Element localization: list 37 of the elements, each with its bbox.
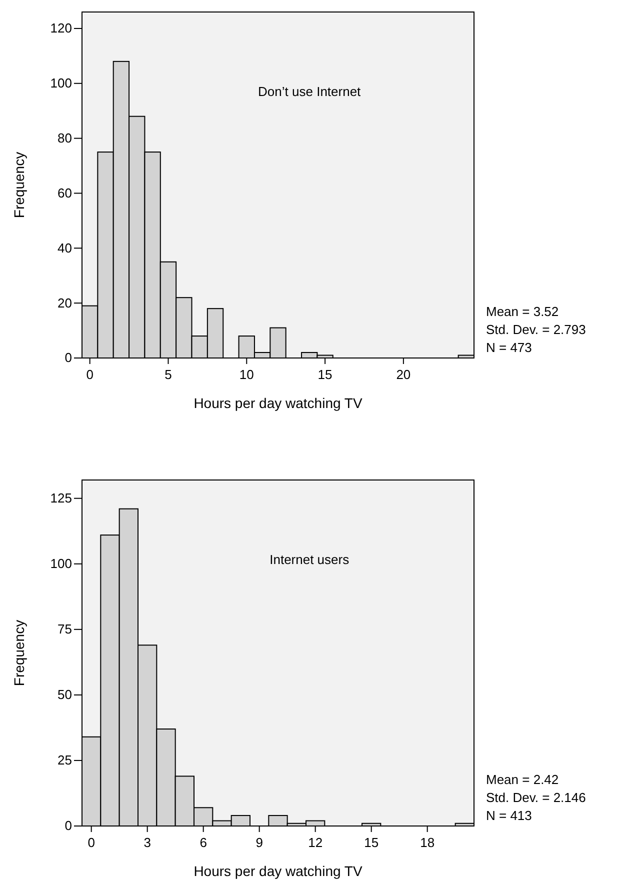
y-tick-label: 125 bbox=[50, 490, 72, 506]
y-tick-label: 50 bbox=[58, 687, 72, 702]
text: Mean = 3.52 bbox=[486, 304, 559, 319]
x-tick-label: 12 bbox=[308, 835, 323, 850]
y-tick-label: 0 bbox=[64, 350, 72, 366]
x-tick-label: 18 bbox=[420, 835, 435, 850]
x-tick-label: 15 bbox=[318, 367, 332, 382]
annotation: Don’t use Internet bbox=[258, 84, 362, 99]
x-tick-label: 9 bbox=[256, 835, 263, 850]
x-tick-label: 5 bbox=[164, 367, 172, 382]
y-tick-label: 25 bbox=[58, 752, 72, 768]
y-tick-label: 80 bbox=[58, 130, 72, 146]
x-tick-label: 20 bbox=[396, 367, 411, 382]
x-tick-label: 6 bbox=[200, 835, 207, 850]
y-tick-label: 100 bbox=[50, 76, 72, 91]
x-tick-label: 3 bbox=[144, 835, 151, 850]
x-tick-label: 15 bbox=[364, 835, 379, 850]
y-tick-label: 60 bbox=[58, 185, 72, 200]
text: Std. Dev. = 2.146 bbox=[486, 790, 586, 805]
y-axis-title: Frequency bbox=[11, 152, 27, 218]
y-tick-label: 0 bbox=[64, 818, 72, 834]
x-tick-label: 0 bbox=[88, 835, 95, 850]
x-tick-label: 10 bbox=[239, 367, 254, 382]
text: N = 413 bbox=[486, 808, 532, 823]
y-axis-title: Frequency bbox=[11, 620, 27, 686]
text: Mean = 2.42 bbox=[486, 772, 559, 787]
y-tick-label: 120 bbox=[50, 20, 72, 36]
y-tick-label: 20 bbox=[58, 295, 72, 310]
text: N = 473 bbox=[486, 340, 532, 355]
x-tick-label: 0 bbox=[86, 367, 94, 382]
y-tick-label: 40 bbox=[58, 240, 72, 256]
x-axis-title: Hours per day watching TV bbox=[194, 863, 363, 879]
text: Std. Dev. = 2.793 bbox=[486, 322, 586, 337]
x-axis-title: Hours per day watching TV bbox=[194, 395, 363, 411]
y-tick-label: 75 bbox=[58, 622, 72, 637]
y-tick-label: 100 bbox=[50, 556, 72, 572]
annotation: Internet users bbox=[270, 552, 350, 567]
